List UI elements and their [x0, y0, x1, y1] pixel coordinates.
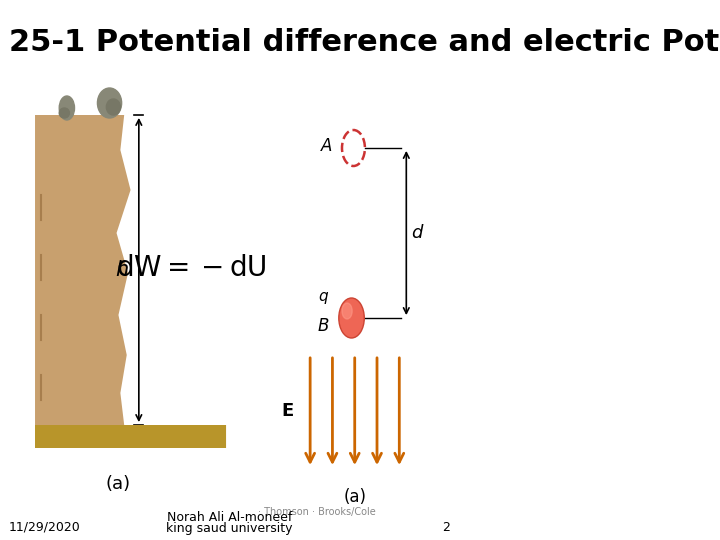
Text: $h$: $h$: [115, 260, 130, 280]
Text: (a): (a): [105, 475, 130, 493]
Polygon shape: [35, 115, 226, 448]
Circle shape: [339, 298, 364, 338]
Text: $\mathbf{E}$: $\mathbf{E}$: [282, 402, 294, 421]
Text: king saud university: king saud university: [166, 522, 292, 535]
Text: 2: 2: [442, 521, 449, 534]
Ellipse shape: [107, 99, 120, 115]
Text: (a): (a): [343, 488, 366, 506]
Text: 11/29/2020: 11/29/2020: [9, 521, 81, 534]
Circle shape: [342, 303, 352, 319]
Ellipse shape: [97, 88, 122, 118]
Polygon shape: [35, 425, 226, 448]
Text: $A$: $A$: [320, 137, 333, 155]
Circle shape: [59, 96, 74, 120]
Text: Norah Ali Al-moneef: Norah Ali Al-moneef: [166, 511, 292, 524]
Text: $\mathrm{dW} = -\mathrm{dU}$: $\mathrm{dW} = -\mathrm{dU}$: [116, 254, 266, 282]
Text: $d$: $d$: [411, 224, 425, 242]
Text: 25-1 Potential difference and electric Potential: 25-1 Potential difference and electric P…: [9, 28, 720, 57]
Text: $q$: $q$: [318, 290, 329, 306]
Text: · Thomson · Brooks/Cole: · Thomson · Brooks/Cole: [258, 507, 376, 517]
Text: $B$: $B$: [317, 317, 329, 335]
Ellipse shape: [59, 108, 69, 118]
